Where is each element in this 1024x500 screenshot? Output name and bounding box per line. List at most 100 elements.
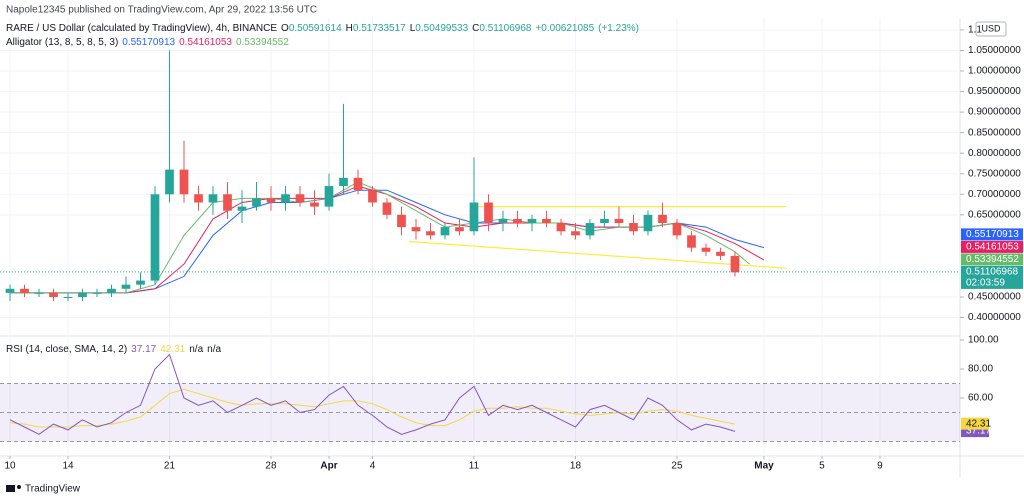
candle-body xyxy=(150,194,160,281)
ohlc-key: L xyxy=(410,23,416,34)
x-tick-label: 10 xyxy=(4,461,16,472)
candle-body xyxy=(121,284,131,289)
legend-line: RARE / US Dollar (calculated by TradingV… xyxy=(6,23,639,34)
rsi-badge xyxy=(961,417,989,430)
candle-body xyxy=(136,280,145,285)
candle-body xyxy=(440,227,450,236)
y-tick-label: 1.1 xyxy=(968,25,982,36)
indicator-title: Alligator (13, 8, 5, 8, 5, 3) xyxy=(6,37,118,48)
footer-brand: TradingView xyxy=(25,484,81,495)
x-tick-label: 21 xyxy=(164,461,176,472)
rsi-line xyxy=(9,388,736,428)
candle-body xyxy=(310,202,319,207)
candle-body xyxy=(266,198,276,203)
footer-logo xyxy=(6,485,21,492)
candle-body xyxy=(411,227,421,232)
candle-body xyxy=(353,177,363,191)
indicator-value: 0.55170913 xyxy=(122,37,175,48)
y-tick-label: 1.00000000 xyxy=(968,66,1021,77)
candle-body xyxy=(687,235,696,248)
ohlc-value: 0.50591614 xyxy=(289,23,342,34)
candle-body xyxy=(92,292,102,294)
x-tick-label: 14 xyxy=(62,461,74,472)
y-tick-label: 0.40000000 xyxy=(968,312,1021,323)
indicator-badge-label: 0.55170913 xyxy=(966,229,1019,240)
y-tick-label: 0.65000000 xyxy=(968,209,1021,220)
candle-body xyxy=(614,218,624,224)
ohlc-key: O xyxy=(281,23,289,34)
ohlc-value: 0.51106968 xyxy=(479,23,532,34)
countdown-label: 02:03:59 xyxy=(966,278,1005,289)
x-tick-label: 9 xyxy=(877,461,883,472)
candle-body xyxy=(469,202,479,232)
candle-body xyxy=(498,218,508,224)
legend-line: RSI (14, close, SMA, 14, 2) 37.17 42.31 n/a… xyxy=(6,344,221,355)
candle-body xyxy=(107,288,116,293)
candle-body xyxy=(368,190,377,203)
x-tick-label: 5 xyxy=(819,461,825,472)
indicator-badge xyxy=(961,240,1023,253)
currency-box[interactable] xyxy=(975,21,1007,37)
author-line: Napole12345 published on TradingView.com… xyxy=(6,5,317,16)
candle-body xyxy=(281,194,290,203)
trend-line xyxy=(408,240,786,269)
ohlc-value: 0.50499533 xyxy=(415,23,468,34)
candle-body xyxy=(672,223,682,236)
y-tick-label: 0.70000000 xyxy=(968,189,1021,200)
candle-body xyxy=(455,227,464,232)
y-tick-label: 0.95000000 xyxy=(968,86,1021,97)
candle-body xyxy=(513,218,522,224)
candle-body xyxy=(194,194,203,203)
candle-body xyxy=(324,186,334,207)
y-tick-label: 0.80000000 xyxy=(968,148,1021,159)
y-tick-label: 100.00 xyxy=(968,335,999,346)
candle-body xyxy=(556,223,566,232)
candle-body xyxy=(658,214,667,224)
candle-body xyxy=(426,231,435,236)
y-tick-label: 0.75000000 xyxy=(968,168,1021,179)
candle-body xyxy=(63,296,73,298)
indicator-value: 0.53394552 xyxy=(236,37,289,48)
rsi-badge-label: 37.17 xyxy=(966,426,991,437)
rsi-value: 42.31 xyxy=(160,344,185,355)
change-pct: (+1.23%) xyxy=(598,23,639,34)
rsi-value: 37.17 xyxy=(131,344,156,355)
candle-body xyxy=(208,194,218,203)
indicator-badge-label: 0.54161053 xyxy=(966,242,1019,253)
rsi-title: RSI (14, close, SMA, 14, 2) xyxy=(6,344,127,355)
symbol-title: RARE / US Dollar (calculated by TradingV… xyxy=(6,23,277,34)
candle-body xyxy=(252,198,261,207)
candle-body xyxy=(223,194,232,211)
candle-body xyxy=(585,223,595,236)
candle-body xyxy=(49,292,58,297)
candle-body xyxy=(382,202,392,215)
rsi-na: n/a xyxy=(189,344,203,355)
candle-body xyxy=(78,292,87,297)
candle-body xyxy=(165,169,174,195)
candle-body xyxy=(542,218,551,224)
candle-body xyxy=(701,247,711,252)
indicator-value: 0.54161053 xyxy=(179,37,232,48)
x-tick-label: 25 xyxy=(671,461,683,472)
rsi-badge-label: 42.31 xyxy=(966,418,991,429)
candle-body xyxy=(730,255,740,273)
candle-body xyxy=(397,214,406,228)
legend-line: Alligator (13, 8, 5, 8, 5, 3) 0.55170913 0… xyxy=(6,37,289,48)
y-tick-label: 1.05000000 xyxy=(968,45,1021,56)
y-tick-label: 60.00 xyxy=(968,393,993,404)
ohlc-key: C xyxy=(472,23,479,34)
x-tick-label: 18 xyxy=(570,461,582,472)
rsi-line xyxy=(9,353,736,435)
candle-body xyxy=(20,288,29,293)
rsi-na: n/a xyxy=(207,344,221,355)
candle-body xyxy=(629,223,638,232)
candle-body xyxy=(339,177,348,187)
candle-body xyxy=(484,202,493,224)
candle-body xyxy=(237,206,247,211)
candle-body xyxy=(571,231,580,236)
ohlc-key: H xyxy=(346,23,353,34)
indicator-badge-label: 0.53394552 xyxy=(966,254,1019,265)
last-price-label: 0.51106968 xyxy=(966,267,1019,278)
